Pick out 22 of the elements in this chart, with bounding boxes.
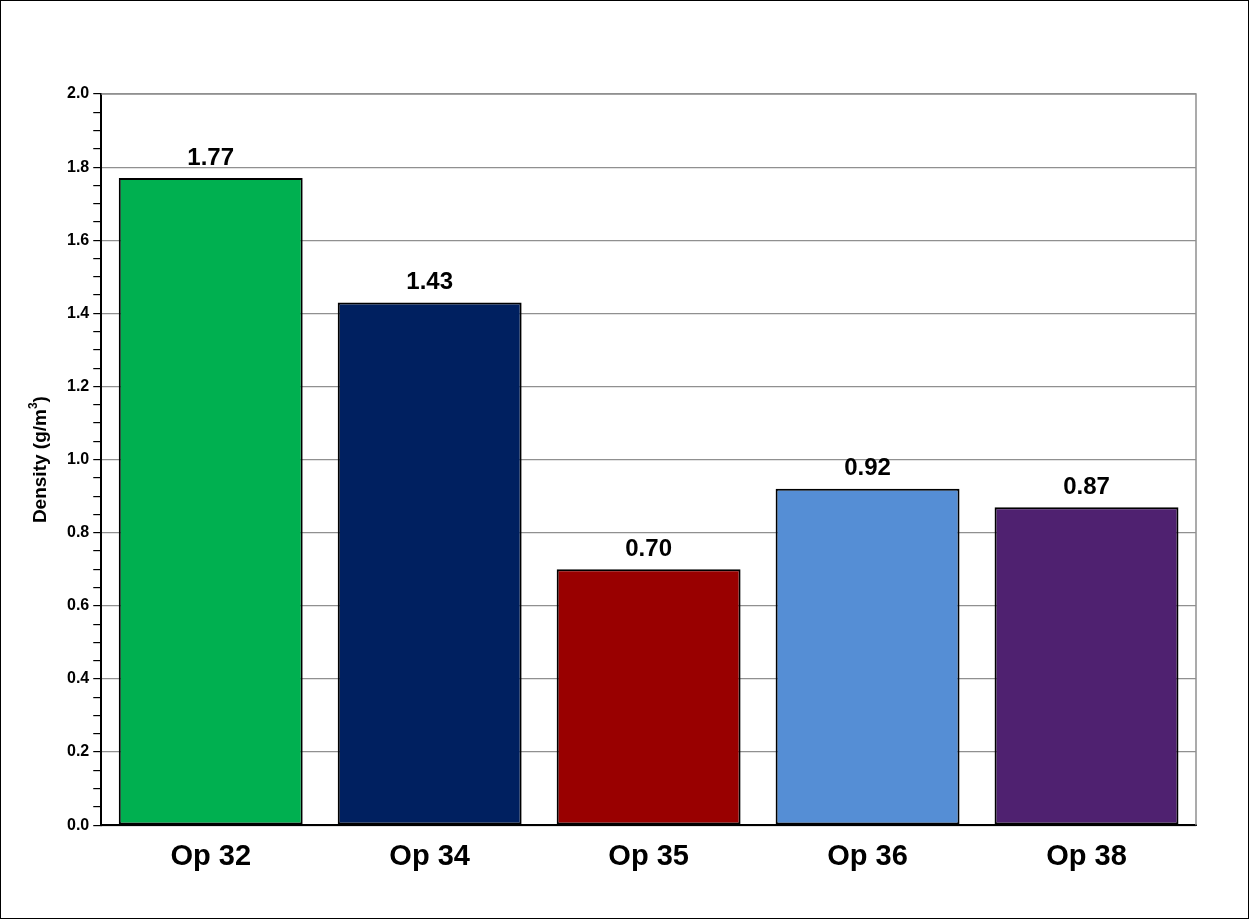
- x-tick-label: Op 34: [389, 838, 470, 871]
- data-label: 0.92: [844, 453, 891, 481]
- y-tick-label: 0.2: [66, 742, 90, 760]
- x-tick-label: Op 38: [1046, 838, 1127, 871]
- y-tick-label: 1.0: [66, 450, 90, 468]
- y-tick-label: 1.6: [66, 230, 90, 248]
- y-tick-label: 2.0: [66, 84, 90, 102]
- y-tick-label: 0.8: [66, 523, 90, 541]
- y-tick-label: 0.4: [66, 669, 90, 687]
- data-label: 1.77: [187, 142, 235, 170]
- y-tick-label: 1.2: [66, 376, 90, 394]
- x-tick-label: Op 35: [608, 838, 689, 871]
- data-label: 0.70: [625, 533, 672, 561]
- data-label: 1.43: [406, 267, 454, 295]
- data-label: 0.87: [1063, 471, 1110, 499]
- y-tick-label: 1.4: [66, 303, 90, 321]
- y-tick-label: 0.0: [66, 815, 90, 833]
- y-tick-label: 0.6: [66, 596, 90, 614]
- x-tick-label: Op 32: [170, 838, 252, 871]
- y-axis-title: Density (g/m3): [25, 396, 51, 524]
- y-tick-label: 1.8: [66, 157, 90, 175]
- x-tick-label: Op 36: [827, 838, 908, 871]
